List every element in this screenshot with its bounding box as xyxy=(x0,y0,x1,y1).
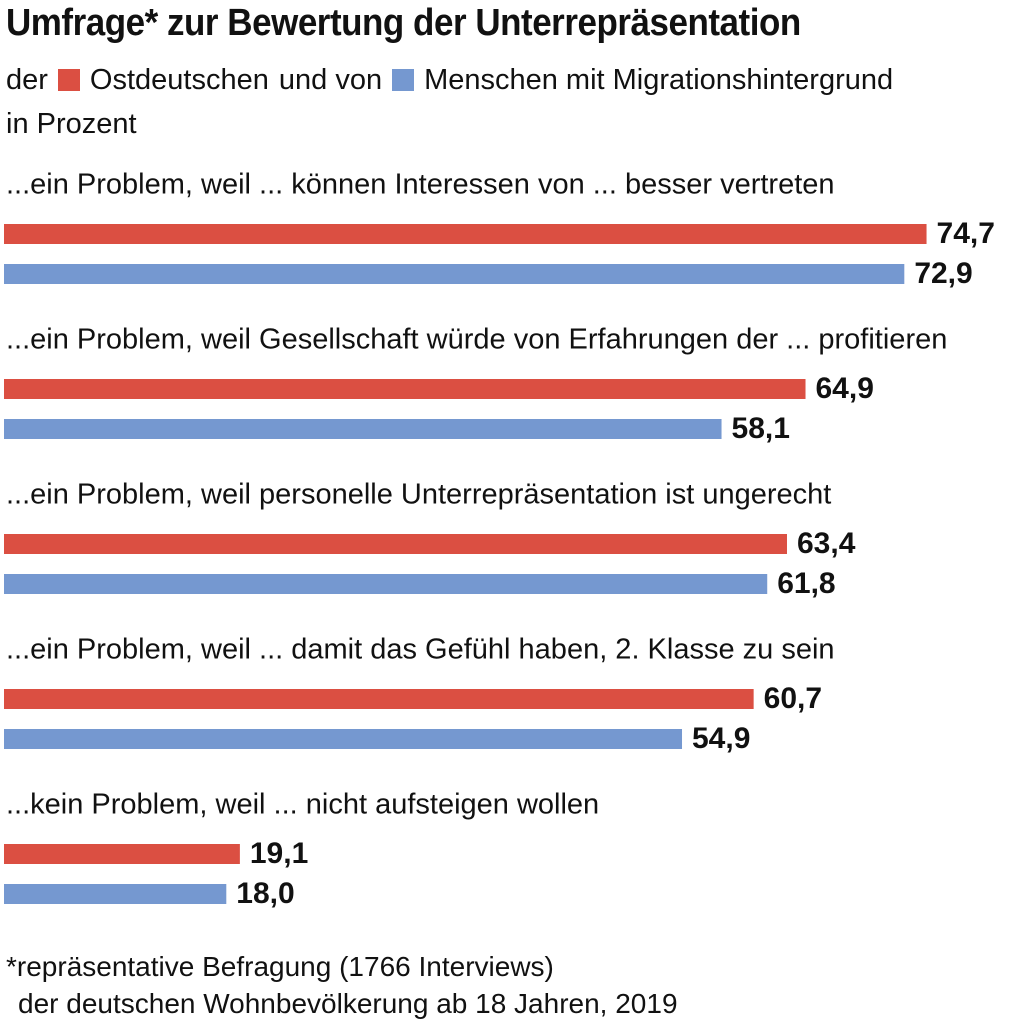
data-label: 61,8 xyxy=(777,567,835,600)
footnote: *repräsentative Befragung (1766 Intervie… xyxy=(6,948,678,1022)
bar-migration xyxy=(4,264,905,284)
data-label: 58,1 xyxy=(732,412,790,445)
bar-migration xyxy=(4,729,683,749)
data-label: 72,9 xyxy=(914,257,972,290)
category-label: ...ein Problem, weil ... können Interess… xyxy=(6,169,835,201)
bar-ostdeutsche xyxy=(4,379,806,399)
chart-subtitle: der Ostdeutschen und von Menschen mit Mi… xyxy=(6,58,893,146)
data-label: 60,7 xyxy=(764,682,822,715)
legend-swatch-ostdeutsche xyxy=(57,69,80,91)
data-label: 54,9 xyxy=(692,722,750,755)
legend-label-migration: Menschen mit Migrationshintergrund xyxy=(424,64,894,96)
data-label: 19,1 xyxy=(250,837,308,870)
category-label: ...ein Problem, weil personelle Unterrep… xyxy=(6,479,831,511)
chart-title: Umfrage* zur Bewertung der Unterrepräsen… xyxy=(6,2,801,44)
data-label: 63,4 xyxy=(797,527,856,560)
subtitle-prefix: der xyxy=(6,64,48,96)
category-label: ...kein Problem, weil ... nicht aufsteig… xyxy=(6,789,599,821)
subtitle-unit: in Prozent xyxy=(6,108,137,140)
bar-ostdeutsche xyxy=(4,534,787,554)
bar-migration xyxy=(4,419,722,439)
category-label: ...ein Problem, weil Gesellschaft würde … xyxy=(6,324,947,356)
data-label: 64,9 xyxy=(816,372,874,405)
subtitle-legend-line: der Ostdeutschen und von Menschen mit Mi… xyxy=(6,58,893,102)
footnote-line-2: der deutschen Wohnbevölkerung ab 18 Jahr… xyxy=(18,988,678,1019)
footnote-line-1: *repräsentative Befragung (1766 Intervie… xyxy=(6,951,554,982)
bar-migration xyxy=(4,574,768,594)
subtitle-middle: und von xyxy=(278,64,383,96)
legend-swatch-migration xyxy=(392,69,415,91)
category-label: ...ein Problem, weil ... damit das Gefüh… xyxy=(6,634,835,666)
bar-ostdeutsche xyxy=(4,689,754,709)
data-label: 18,0 xyxy=(236,877,294,910)
bar-ostdeutsche xyxy=(4,224,927,244)
bar-ostdeutsche xyxy=(4,844,240,864)
data-label: 74,7 xyxy=(937,217,995,250)
bar-migration xyxy=(4,884,227,904)
legend-label-ostdeutsche: Ostdeutschen xyxy=(89,64,269,96)
